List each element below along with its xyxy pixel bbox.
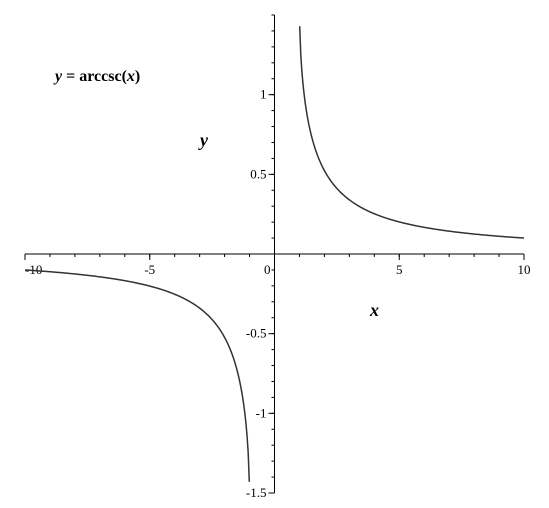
- x-axis-label: x: [370, 300, 379, 321]
- svg-text:5: 5: [396, 262, 403, 277]
- equation-label: y = arccsc(x): [55, 68, 140, 86]
- y-axis-label: y: [200, 130, 208, 151]
- svg-text:-1: -1: [256, 405, 267, 420]
- chart-container: -10-50510-1.5-1-0.50.51 y = arccsc(x) x …: [0, 0, 549, 508]
- svg-text:-5: -5: [144, 262, 155, 277]
- svg-text:10: 10: [518, 262, 531, 277]
- svg-text:-1.5: -1.5: [246, 485, 267, 500]
- svg-text:-0.5: -0.5: [246, 326, 267, 341]
- svg-text:1: 1: [260, 87, 267, 102]
- svg-text:0.5: 0.5: [250, 166, 266, 181]
- svg-text:0: 0: [264, 262, 271, 277]
